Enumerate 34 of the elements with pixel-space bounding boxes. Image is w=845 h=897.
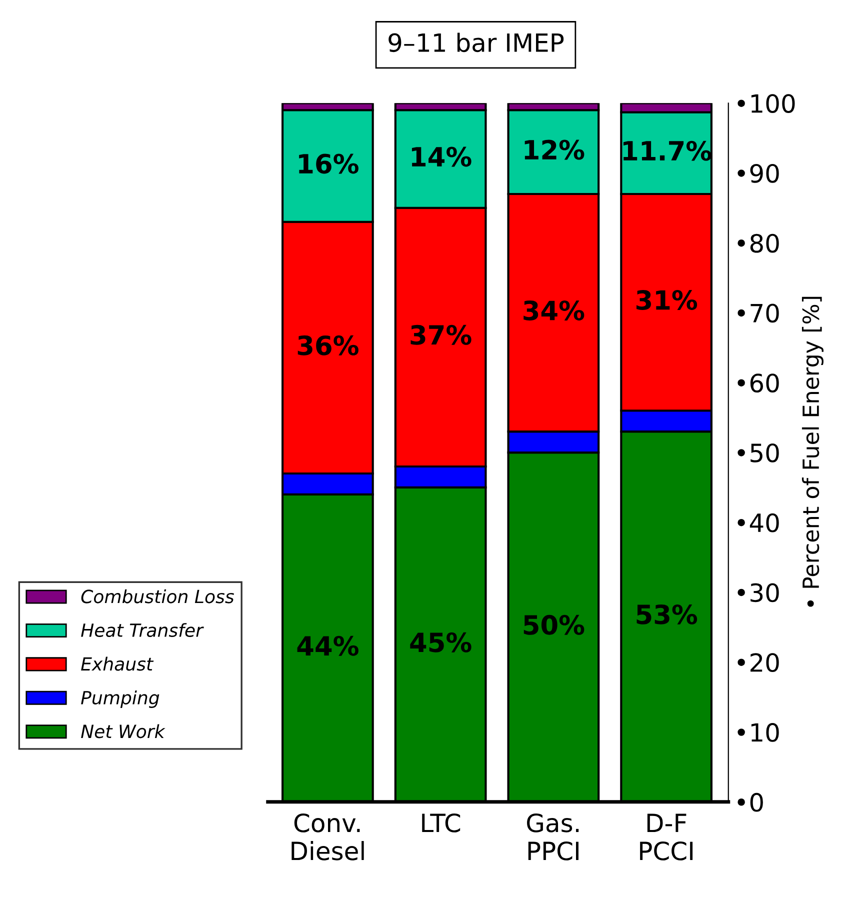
data-label: 31%	[636, 290, 698, 310]
legend-label: Heat Transfer	[81, 623, 204, 638]
x-tick-label: D-F PCCI	[640, 814, 693, 860]
y-tick-label: •100	[738, 94, 795, 114]
legend-label: Combustion Loss	[81, 589, 234, 604]
y-tick-label: •50	[738, 443, 779, 462]
data-label: 45%	[410, 632, 472, 652]
legend-label: Pumping	[81, 690, 160, 708]
chart-title: 9–11 bar IMEP	[388, 32, 564, 52]
data-label: 36%	[298, 335, 358, 356]
x-tick-label: Gas. PPCI	[527, 813, 579, 860]
data-label: 37%	[410, 324, 472, 345]
y-tick-label: •0	[738, 792, 763, 812]
y-tick-label: •90	[738, 164, 779, 183]
y-tick-label: •20	[738, 653, 779, 672]
y-tick-label: •80	[738, 234, 779, 253]
y-axis-title: • Percent of Fuel Energy [%]	[802, 296, 824, 607]
data-label: 12%	[524, 140, 584, 160]
data-label: 11.7%	[624, 140, 712, 161]
x-tick-label: Conv. Diesel	[292, 813, 364, 860]
data-label: 14%	[412, 146, 472, 167]
data-label: 16%	[299, 154, 358, 174]
y-tick-label: •70	[738, 304, 779, 323]
data-label: 44%	[297, 636, 358, 656]
y-tick-label: •40	[738, 513, 779, 532]
data-label: 34%	[524, 300, 584, 320]
data-label: 53%	[636, 604, 698, 624]
legend-label: Net Work	[81, 724, 166, 738]
x-tick-label: LTC	[422, 813, 460, 832]
legend-label: Exhaust	[81, 656, 154, 671]
y-tick-label: •30	[738, 583, 779, 602]
data-label: 50%	[524, 614, 584, 635]
y-tick-label: •60	[738, 374, 779, 393]
y-tick-label: •10	[738, 722, 779, 742]
